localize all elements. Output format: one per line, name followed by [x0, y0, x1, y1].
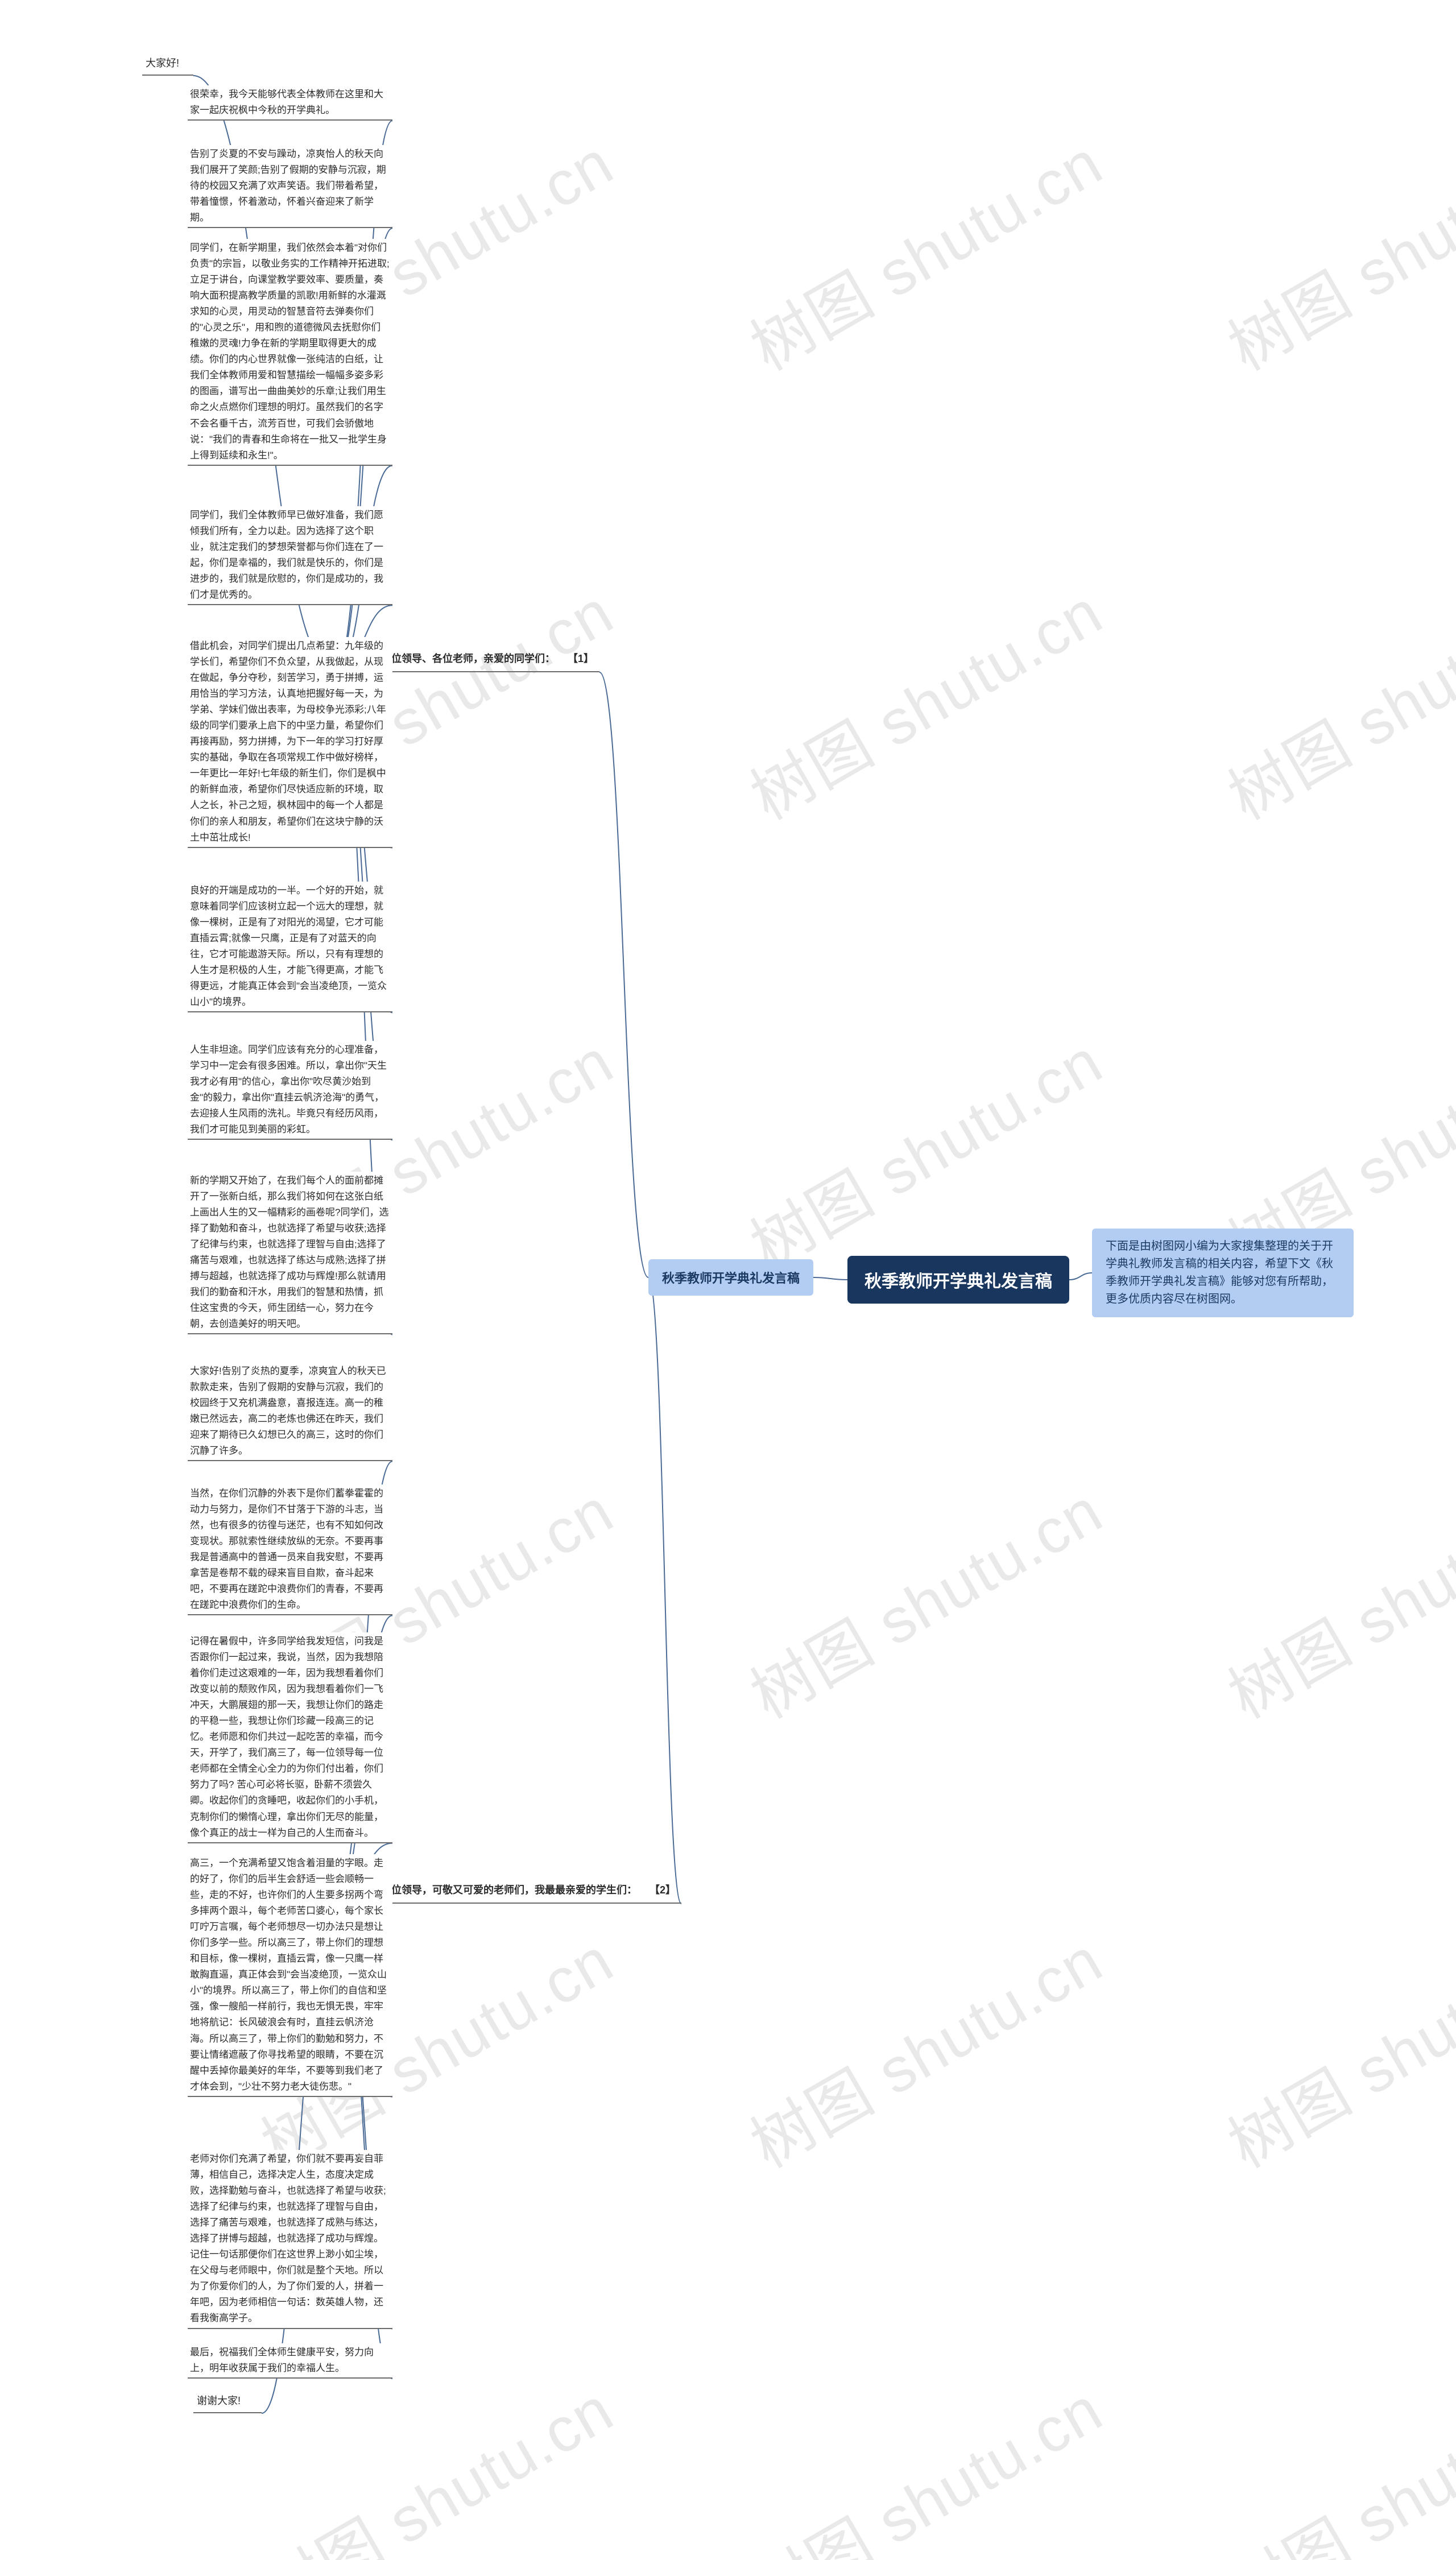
leaf-paragraph: 高三，一个充满希望又饱含着泪量的字眼。走的好了，你们的后半生会舒适一些会顺畅一些…: [188, 1854, 392, 2097]
section-header: 尊敬的各位领导，可敬又可爱的老师们，我最最亲爱的学生们： 【2】: [347, 1880, 681, 1904]
leaf-paragraph: 同学们，在新学期里，我们依然会本着"对你们负责"的宗旨，以敬业务实的工作精神开拓…: [188, 239, 392, 466]
leaf-paragraph: 老师对你们充满了希望，你们就不要再妄自菲薄，相信自己，选择决定人生，态度决定成败…: [188, 2150, 392, 2329]
section-number: 【1】: [550, 653, 596, 664]
root-node: 秋季教师开学典礼发言稿: [847, 1256, 1069, 1304]
leaf-paragraph: 借此机会，对同学们提出几点希望：九年级的学长们，希望你们不负众望，从我做起，从现…: [188, 637, 392, 848]
branch-left-label: 秋季教师开学典礼发言稿: [662, 1271, 800, 1285]
branch-left-title: 秋季教师开学典礼发言稿: [648, 1259, 813, 1296]
branch-right-text: 下面是由树图网小编为大家搜集整理的关于开学典礼教师发言稿的相关内容，希望下文《秋…: [1106, 1240, 1333, 1305]
leaf-short: 谢谢大家!: [193, 2392, 262, 2413]
leaf-paragraph: 人生非坦途。同学们应该有充分的心理准备，学习中一定会有很多困难。所以，拿出你"天…: [188, 1041, 392, 1140]
leaf-paragraph: 最后，祝福我们全体师生健康平安，努力向上，明年收获属于我们的幸福人生。: [188, 2343, 392, 2379]
leaf-paragraph: 告别了炎夏的不安与躁动，凉爽怡人的秋天向我们展开了笑颜;告别了假期的安静与沉寂，…: [188, 145, 392, 228]
leaf-paragraph: 当然，在你们沉静的外表下是你们蓄拳霍霍的动力与努力，是你们不甘落于下游的斗志，当…: [188, 1484, 392, 1615]
section-header-text: 尊敬的各位领导，可敬又可爱的老师们，我最最亲爱的学生们：: [350, 1884, 632, 1896]
leaf-paragraph: 新的学期又开始了，在我们每个人的面前都摊开了一张新白纸，那么我们将如何在这张白纸…: [188, 1172, 392, 1334]
leaf-paragraph: 同学们，我们全体教师早已做好准备，我们愿倾我们所有，全力以赴。因为选择了这个职业…: [188, 506, 392, 605]
root-label: 秋季教师开学典礼发言稿: [864, 1272, 1052, 1291]
leaf-paragraph: 大家好!告别了炎热的夏季，凉爽宜人的秋天已款款走来，告别了假期的安静与沉寂，我们…: [188, 1362, 392, 1461]
leaf-paragraph: 良好的开端是成功的一半。一个好的开始，就意味着同学们应该树立起一个远大的理想，就…: [188, 882, 392, 1012]
leaf-paragraph: 很荣幸，我今天能够代表全体教师在这里和大家一起庆祝枫中今秋的开学典礼。: [188, 85, 392, 121]
section-number: 【2】: [632, 1884, 678, 1896]
leaf-short: 大家好!: [142, 54, 193, 76]
leaf-paragraph: 记得在暑假中，许多同学给我发短信，问我是否跟你们一起过来，我说，当然，因为我想陪…: [188, 1632, 392, 1843]
mindmap-content: 秋季教师开学典礼发言稿 秋季教师开学典礼发言稿 下面是由树图网小编为大家搜集整理…: [0, 0, 1456, 2560]
branch-right-description: 下面是由树图网小编为大家搜集整理的关于开学典礼教师发言稿的相关内容，希望下文《秋…: [1092, 1229, 1354, 1317]
